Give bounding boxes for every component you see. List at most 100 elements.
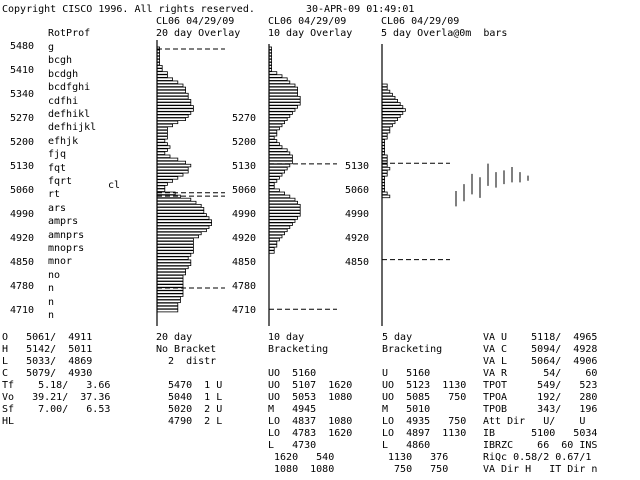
profile-bar bbox=[268, 160, 293, 165]
panel-price-label: 5060 bbox=[232, 185, 257, 196]
profile-bar bbox=[156, 225, 210, 229]
profile-bar bbox=[268, 114, 291, 118]
profile-bar bbox=[156, 302, 179, 307]
panel20-title: CL06 04/29/09 bbox=[156, 16, 235, 27]
left-price-label: 5060 bbox=[10, 185, 35, 196]
value-area-row: IB 5100 5034 bbox=[483, 428, 598, 439]
profile-bar bbox=[381, 99, 399, 103]
col5-row: LO 4935 750 bbox=[382, 416, 467, 427]
col5-row: 1130 376 bbox=[382, 452, 449, 463]
panel-price-label: 4780 bbox=[232, 281, 257, 292]
panel-price-label: 4850 bbox=[345, 257, 370, 268]
profile-bar bbox=[156, 185, 166, 189]
profile-bar bbox=[268, 250, 275, 254]
left-price-label: 5340 bbox=[10, 89, 35, 100]
profile-bar bbox=[268, 123, 283, 128]
profile-bar bbox=[268, 49, 272, 54]
datetime-text: 30-APR-09 01:49:01 bbox=[306, 4, 415, 15]
profile-letter-row: n bbox=[48, 283, 55, 295]
profile-letter-row: amprs bbox=[48, 216, 79, 228]
left-price-label: 4710 bbox=[10, 305, 35, 316]
profile-bar bbox=[156, 68, 163, 72]
profile-bar bbox=[381, 151, 385, 155]
profile-bar bbox=[268, 62, 272, 66]
profile-bar bbox=[381, 136, 388, 140]
profile-bar bbox=[381, 179, 385, 183]
profile-bar bbox=[268, 120, 286, 125]
profile-bar bbox=[381, 191, 388, 196]
profile-bar bbox=[156, 170, 189, 174]
profile-bar bbox=[268, 166, 288, 171]
profile-bar bbox=[268, 71, 278, 75]
value-area-row: TPOB 343/ 196 bbox=[483, 404, 598, 415]
profile-bar bbox=[268, 77, 288, 81]
profile-bar bbox=[268, 83, 296, 88]
profile-bar bbox=[156, 142, 168, 146]
profile-bar bbox=[156, 151, 166, 155]
panel-price-label: 5130 bbox=[232, 161, 257, 172]
col10-row: 10 day bbox=[268, 332, 305, 343]
profile-bar bbox=[156, 305, 179, 310]
col5-row: UO 5123 1130 bbox=[382, 380, 467, 391]
profile-bar bbox=[268, 234, 283, 239]
profile-bar bbox=[156, 265, 189, 270]
profile-bar bbox=[268, 231, 286, 236]
value-area-row: RiQc 0.58/2 0.67/1 bbox=[483, 452, 592, 463]
profile-bar bbox=[268, 170, 286, 174]
profile-bar bbox=[156, 92, 189, 97]
profile-bar bbox=[381, 92, 393, 97]
panel-price-label: 5200 bbox=[232, 137, 257, 148]
stats-row: HL bbox=[2, 416, 15, 427]
col10-row: LO 4783 1620 bbox=[268, 428, 353, 439]
profile-bar bbox=[156, 139, 166, 143]
profile-bar bbox=[381, 114, 401, 118]
profile-bar bbox=[381, 160, 388, 165]
profile-bar bbox=[268, 247, 275, 251]
profile-bar bbox=[156, 74, 168, 78]
profile-letter-row: fjq bbox=[48, 149, 67, 161]
profile-bar bbox=[268, 108, 296, 112]
profile-bar bbox=[381, 139, 385, 143]
stats-row: Vo 39.21/ 37.36 bbox=[2, 392, 111, 403]
profile-bar bbox=[381, 108, 406, 112]
profile-bar bbox=[156, 136, 168, 140]
profile-bar bbox=[268, 216, 299, 220]
profile-bar bbox=[268, 213, 301, 217]
stats-row: H 5142/ 5011 bbox=[2, 344, 93, 355]
panel5-subtitle: 5 day Overla@0m bars bbox=[381, 28, 508, 39]
profile-bar bbox=[268, 117, 288, 121]
profile-bar bbox=[156, 154, 171, 158]
profile-bar bbox=[268, 136, 275, 140]
profile-bar bbox=[156, 216, 210, 220]
profile-bar bbox=[156, 46, 160, 50]
value-area-row: IBRZC 66 60 INS bbox=[483, 440, 598, 451]
profile-bar bbox=[268, 197, 296, 202]
col20-row: 20 day bbox=[156, 332, 193, 343]
profile-bar bbox=[156, 102, 192, 106]
profile-bar bbox=[381, 105, 404, 109]
profile-bar bbox=[156, 71, 168, 75]
profile-bar bbox=[381, 185, 385, 189]
profile-bar bbox=[156, 296, 181, 300]
left-price-label: 4990 bbox=[10, 209, 35, 220]
profile-letter-row: fqt bbox=[48, 162, 67, 174]
profile-bar bbox=[156, 203, 202, 208]
profile-bar bbox=[156, 52, 160, 57]
profile-bar bbox=[156, 228, 207, 233]
profile-bar bbox=[156, 253, 192, 257]
profile-bar bbox=[156, 240, 194, 245]
profile-bar bbox=[156, 182, 168, 186]
profile-bar bbox=[156, 99, 192, 103]
profile-bar bbox=[268, 228, 288, 233]
col10-row: 1080 1080 bbox=[268, 464, 335, 475]
profile-letter-row: ars bbox=[48, 202, 67, 214]
value-area-row: VA Dir H IT Dir n bbox=[483, 464, 598, 475]
profile-bar bbox=[268, 80, 291, 84]
profile-bar bbox=[156, 176, 179, 180]
panel-price-label: 4920 bbox=[345, 233, 370, 244]
profile-bar bbox=[268, 148, 288, 152]
value-area-row: VA U 5118/ 4965 bbox=[483, 332, 598, 343]
profile-bar bbox=[268, 139, 278, 143]
